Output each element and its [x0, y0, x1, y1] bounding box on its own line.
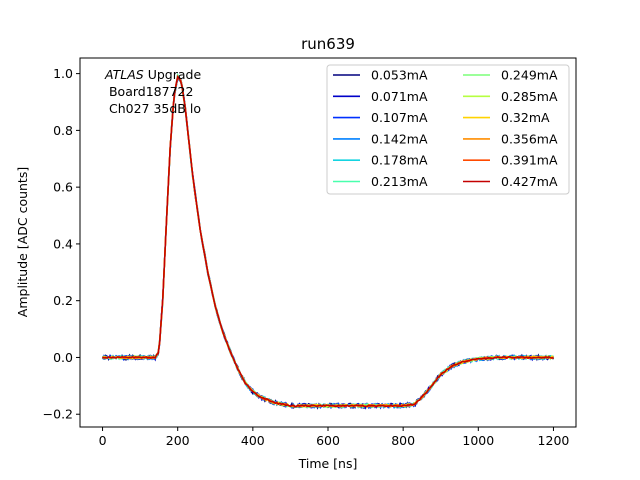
- series-layer: [101, 72, 555, 410]
- y-tick-label: 0.6: [53, 180, 73, 195]
- legend-label: 0.142mA: [371, 131, 428, 146]
- series-line: [102, 75, 554, 408]
- legend-label: 0.107mA: [371, 110, 428, 125]
- legend-label: 0.427mA: [501, 174, 558, 189]
- legend-label: 0.071mA: [371, 89, 428, 104]
- legend-label: 0.213mA: [371, 174, 428, 189]
- legend-label: 0.178mA: [371, 153, 428, 168]
- x-tick-label: 800: [391, 433, 415, 448]
- legend-label: 0.356mA: [501, 131, 558, 146]
- annotation-upgrade: Upgrade: [144, 67, 202, 82]
- legend: 0.053mA 0.071mA 0.107mA 0.142mA 0.178mA 0.213…: [326, 64, 570, 195]
- x-tick-label: 200: [166, 433, 190, 448]
- legend-label: 0.053mA: [371, 68, 428, 83]
- y-axis-label: Amplitude [ADC counts]: [15, 167, 30, 317]
- y-tick-label: 0.4: [53, 236, 73, 251]
- legend-label: 0.285mA: [501, 89, 558, 104]
- y-tick-label: 1.0: [53, 66, 73, 81]
- x-tick-label: 600: [316, 433, 340, 448]
- y-tick-label: 0.2: [53, 293, 73, 308]
- annotation-line-2: Board187722: [105, 84, 193, 99]
- x-axis-label: Time [ns]: [298, 456, 358, 471]
- y-tick-label: 0.8: [53, 123, 73, 138]
- x-tick-label: 1200: [538, 433, 570, 448]
- legend-box: [326, 64, 570, 195]
- x-tick-label: 0: [99, 433, 107, 448]
- annotation-atlas: ATLAS: [104, 67, 144, 82]
- ticks-layer: 0 200 400 600 800 1000 1200 −0.2 0.0 0.2 0.4 0.6 0.8…: [43, 66, 570, 448]
- legend-label: 0.391mA: [501, 153, 558, 168]
- y-tick-label: 0.0: [53, 350, 73, 365]
- x-tick-label: 400: [241, 433, 265, 448]
- legend-label: 0.249mA: [501, 68, 558, 83]
- chart-title: run639: [301, 35, 355, 53]
- atlas-annotation: ATLAS Upgrade Board187722 Ch027 35dB lo: [104, 67, 201, 116]
- annotation-line-1: ATLAS Upgrade: [104, 67, 201, 82]
- legend-label: 0.32mA: [501, 110, 550, 125]
- y-tick-label: −0.2: [43, 407, 73, 422]
- annotation-line-3: Ch027 35dB lo: [105, 101, 201, 116]
- x-tick-label: 1000: [462, 433, 494, 448]
